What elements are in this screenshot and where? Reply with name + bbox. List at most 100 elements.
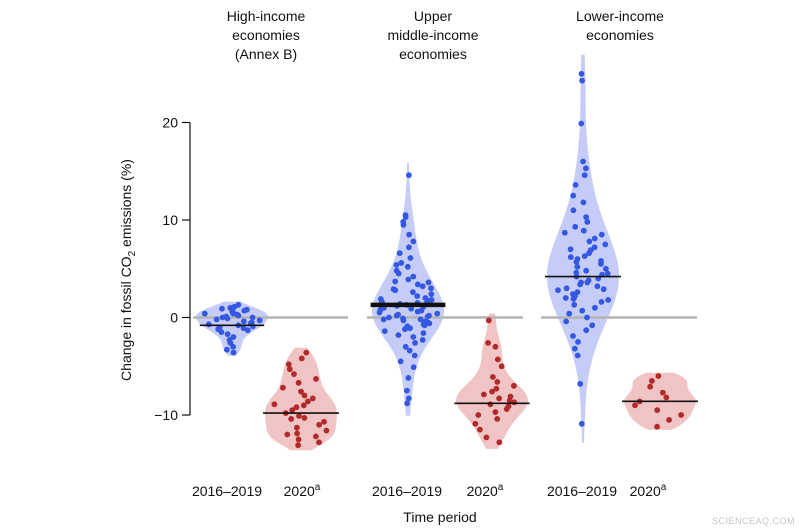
data-point: [594, 283, 601, 290]
data-point: [655, 373, 662, 379]
data-point: [396, 250, 403, 257]
data-point: [490, 374, 496, 380]
data-point: [213, 316, 220, 323]
panel-title-line: Lower-income: [576, 8, 664, 24]
data-point: [570, 207, 577, 214]
data-point: [400, 317, 407, 324]
data-point: [406, 244, 412, 251]
data-point: [406, 231, 412, 238]
panel-title-line: High-income: [227, 8, 306, 24]
data-point: [407, 325, 413, 332]
data-point: [392, 278, 399, 285]
data-point: [301, 392, 308, 399]
data-point: [284, 431, 291, 438]
data-point: [572, 223, 579, 230]
data-point: [235, 312, 242, 319]
data-point: [561, 229, 568, 236]
data-point: [424, 313, 431, 320]
data-point: [567, 254, 574, 260]
data-point: [323, 427, 330, 434]
data-point: [555, 287, 561, 294]
category-label-pre: 2016–2019: [372, 483, 442, 499]
data-point: [563, 318, 569, 325]
medians-layer: [199, 275, 698, 414]
data-point: [580, 158, 586, 165]
data-point: [584, 314, 590, 321]
data-point: [381, 328, 388, 334]
data-point: [408, 305, 415, 312]
data-point: [566, 310, 573, 317]
data-point: [376, 309, 383, 316]
data-point: [578, 420, 585, 427]
data-point: [303, 349, 310, 356]
data-point: [647, 383, 654, 390]
data-point: [426, 320, 433, 327]
data-point: [406, 172, 412, 179]
x-axis-title: Time period: [403, 509, 476, 525]
data-point: [562, 295, 569, 301]
data-point: [402, 343, 409, 350]
data-point: [475, 412, 482, 418]
data-point: [240, 318, 247, 325]
data-point: [481, 391, 487, 398]
data-point: [581, 172, 588, 179]
data-point: [201, 310, 208, 317]
data-point: [205, 321, 212, 328]
panel-title-line: economies: [586, 27, 654, 43]
category-label-pre: 2016–2019: [192, 483, 262, 499]
data-point: [605, 297, 612, 303]
violin-post: [265, 347, 337, 451]
data-point: [295, 379, 302, 386]
data-point: [301, 415, 308, 421]
data-point: [598, 299, 605, 305]
data-point: [511, 382, 517, 389]
data-point: [591, 235, 598, 242]
data-point: [296, 413, 302, 419]
violins-layer: [196, 54, 696, 451]
data-point: [428, 291, 435, 297]
data-point: [414, 281, 421, 288]
data-point: [280, 384, 286, 391]
data-point: [570, 333, 576, 339]
data-point: [577, 281, 583, 288]
data-point: [218, 329, 225, 335]
data-point: [483, 434, 490, 441]
data-point: [410, 238, 417, 245]
data-point: [492, 409, 499, 415]
data-point: [602, 241, 609, 248]
data-point: [571, 345, 578, 352]
data-point: [411, 352, 418, 359]
data-point: [393, 262, 400, 268]
data-point: [425, 279, 432, 286]
data-point: [583, 267, 590, 274]
data-point: [434, 310, 441, 317]
data-point: [293, 404, 300, 411]
data-point: [572, 182, 579, 188]
points-layer: [201, 70, 684, 449]
data-point: [600, 286, 607, 293]
data-point: [477, 426, 483, 433]
y-axis: 20 10 0 −10: [154, 115, 191, 423]
data-point: [288, 416, 295, 422]
data-point: [604, 270, 611, 277]
data-point: [250, 323, 256, 330]
data-point: [405, 375, 412, 381]
data-point: [580, 227, 587, 234]
data-point: [402, 214, 409, 221]
data-point: [256, 317, 263, 324]
data-point: [289, 407, 296, 413]
data-point: [294, 424, 300, 431]
y-tick-label: 0: [170, 310, 178, 326]
data-point: [503, 406, 510, 412]
data-point: [563, 285, 570, 292]
data-point: [249, 314, 256, 321]
data-point: [586, 238, 593, 245]
data-point: [410, 273, 417, 280]
data-point: [506, 397, 513, 404]
data-point: [417, 316, 424, 323]
data-point: [428, 285, 434, 292]
data-point: [581, 253, 588, 259]
panel-title-line: middle-income: [387, 27, 478, 43]
data-point: [579, 77, 585, 84]
